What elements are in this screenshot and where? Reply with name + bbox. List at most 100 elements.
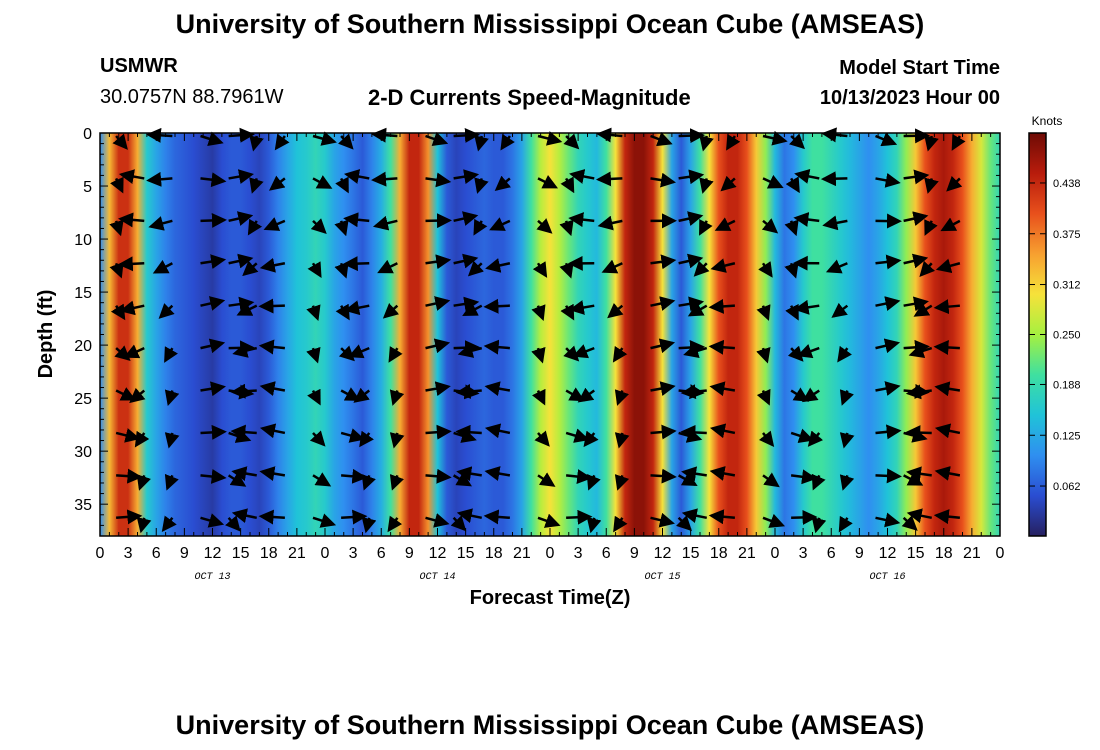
current-arrow <box>531 388 546 406</box>
current-arrow <box>568 300 595 315</box>
current-arrow <box>650 468 677 484</box>
current-arrow <box>708 298 735 314</box>
current-arrow <box>680 384 707 400</box>
current-arrow <box>676 515 692 532</box>
current-arrow <box>756 304 771 321</box>
current-arrow <box>709 423 736 439</box>
current-arrow <box>112 133 128 150</box>
current-arrow <box>905 425 932 441</box>
x-tick-label: 6 <box>827 545 836 562</box>
x-tick-label: 18 <box>935 545 953 562</box>
current-arrow <box>951 134 966 151</box>
current-arrow <box>371 171 398 187</box>
current-arrow <box>425 296 451 311</box>
current-arrow <box>601 259 623 274</box>
current-arrow <box>793 299 820 315</box>
current-arrow <box>425 381 451 397</box>
current-arrow <box>560 176 575 194</box>
x-tick-label: 15 <box>907 545 925 562</box>
current-arrow <box>788 133 805 150</box>
current-arrow <box>312 513 337 528</box>
chart-subtitle: 2-D Currents Speed-Magnitude <box>368 85 691 110</box>
current-arrow <box>230 383 257 399</box>
current-arrow <box>681 466 707 482</box>
current-arrow <box>714 217 736 231</box>
current-arrow <box>614 474 630 491</box>
current-arrow <box>225 515 241 532</box>
current-arrow <box>875 172 901 188</box>
current-arrow <box>720 175 737 192</box>
x-tick-label: 0 <box>996 545 1005 562</box>
current-arrow <box>790 469 817 485</box>
current-arrow <box>583 430 599 448</box>
current-arrow <box>341 509 368 525</box>
current-arrow <box>456 466 482 482</box>
colorbar-tick-label: 0.312 <box>1053 280 1081 292</box>
current-arrow <box>236 302 258 316</box>
current-arrow <box>258 509 285 525</box>
current-arrow <box>388 346 403 363</box>
current-arrow <box>500 133 515 151</box>
current-arrow <box>838 515 853 533</box>
current-arrow <box>425 338 451 354</box>
colorbar-tick-label: 0.062 <box>1053 481 1081 493</box>
current-arrow <box>903 253 929 269</box>
current-arrow <box>425 131 449 147</box>
current-arrow <box>110 176 124 194</box>
current-arrow <box>566 509 593 525</box>
x-tick-label: 18 <box>710 545 728 562</box>
current-arrow <box>148 216 173 231</box>
current-arrow <box>650 512 675 528</box>
current-arrow <box>249 177 264 194</box>
current-arrow <box>164 346 178 363</box>
current-arrow <box>306 304 321 322</box>
current-arrow <box>200 172 227 188</box>
colorbar-tick-label: 0.125 <box>1053 430 1081 442</box>
current-arrow <box>425 254 452 270</box>
current-arrow <box>821 127 848 143</box>
current-arrow <box>785 176 800 194</box>
colorbar-tick-label: 0.250 <box>1053 330 1081 342</box>
current-arrow <box>453 340 481 356</box>
x-tick-label: 9 <box>180 545 189 562</box>
current-arrow <box>586 473 601 491</box>
current-arrow <box>134 430 150 448</box>
current-arrow <box>839 389 854 406</box>
colorbar-title: Knots <box>1032 114 1063 128</box>
chart-title: University of Southern Mississippi Ocean… <box>175 9 925 39</box>
current-arrow <box>200 381 226 397</box>
current-arrow <box>382 302 400 319</box>
current-arrow <box>129 387 146 404</box>
current-arrow <box>118 169 145 184</box>
current-arrow <box>758 430 775 447</box>
model-start-label: Model Start Time <box>839 57 1000 79</box>
current-arrow <box>334 219 349 237</box>
current-arrow <box>146 127 173 143</box>
current-arrow <box>650 132 673 147</box>
current-arrow <box>116 468 143 484</box>
current-arrow <box>563 133 580 150</box>
x-tick-label: 12 <box>654 545 672 562</box>
current-arrow <box>242 260 259 277</box>
x-tick-label: 21 <box>288 545 306 562</box>
current-arrow <box>484 381 511 397</box>
current-arrow <box>699 135 714 152</box>
x-tick-label: 9 <box>855 545 864 562</box>
current-arrow <box>161 515 177 533</box>
current-arrow <box>678 169 705 185</box>
current-arrow <box>312 472 332 487</box>
current-arrow <box>484 423 511 439</box>
x-tick-label: 9 <box>405 545 414 562</box>
current-arrow <box>946 175 963 192</box>
current-arrow <box>903 169 930 185</box>
x-tick-label: 0 <box>321 545 330 562</box>
current-arrow <box>924 219 938 236</box>
current-arrow <box>793 212 820 227</box>
current-arrow <box>693 260 710 277</box>
current-arrow <box>531 304 546 321</box>
colorbar-tick-label: 0.188 <box>1053 379 1081 391</box>
current-arrow <box>875 132 898 147</box>
current-arrow <box>537 174 559 189</box>
current-arrow <box>597 215 623 231</box>
x-tick-label: 6 <box>152 545 161 562</box>
